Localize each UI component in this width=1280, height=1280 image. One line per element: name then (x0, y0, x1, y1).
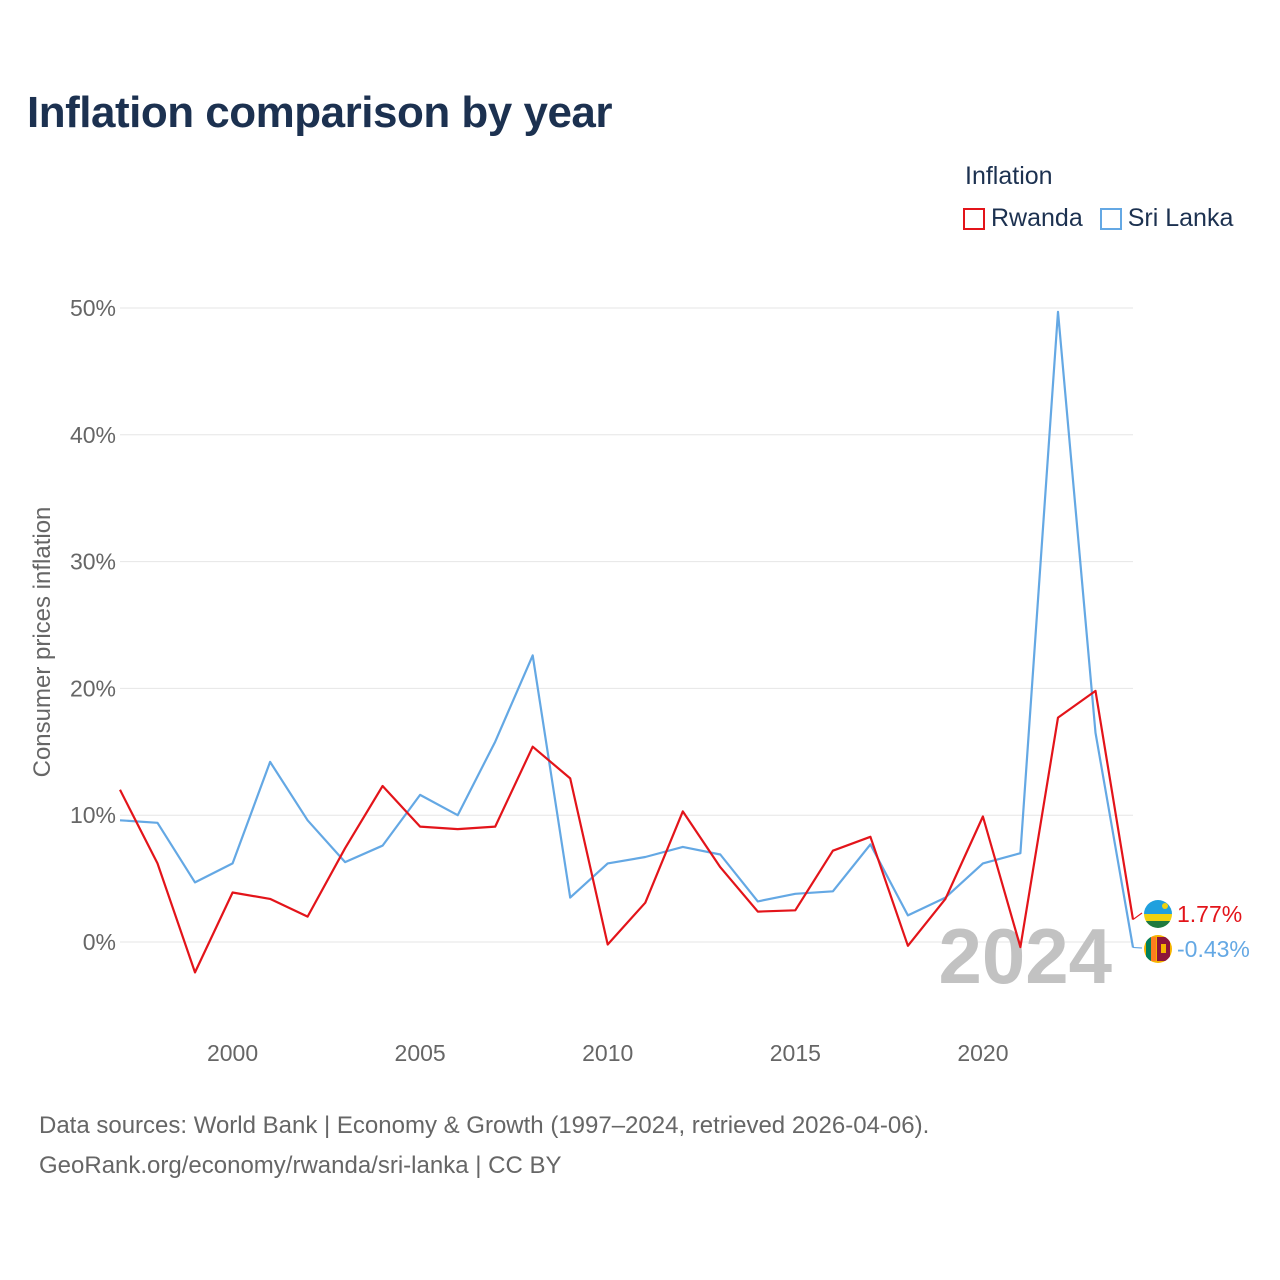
year-watermark: 2024 (938, 912, 1112, 1000)
y-tick-label: 50% (70, 295, 116, 321)
legend-label-sri-lanka: Sri Lanka (1127, 204, 1234, 232)
source-line: Data sources: World Bank | Economy & Gro… (39, 1112, 930, 1139)
y-axis: 0% 10% 20% 30% 40% 50% (70, 295, 116, 955)
legend-label-rwanda: Rwanda (991, 204, 1083, 232)
series-line-rwanda[interactable] (119, 689, 1135, 974)
legend-swatch-rwanda (963, 207, 985, 230)
end-value-label: -0.43% (1177, 936, 1250, 962)
series-line-sri-lanka[interactable] (119, 310, 1135, 948)
y-tick-label: 10% (70, 802, 116, 828)
legend-swatch-sri-lanka (1099, 207, 1122, 230)
end-label-connector (1132, 946, 1143, 949)
end-value-label: 1.77% (1177, 901, 1242, 927)
license-line: GeoRank.org/economy/rwanda/sri-lanka | C… (39, 1152, 562, 1179)
end-labels: -0.43% 1.77% (1132, 901, 1250, 962)
legend: Rwanda Sri Lanka (963, 204, 1250, 233)
legend-title: Inflation (965, 162, 1053, 190)
x-axis: 2000 2005 2010 2015 2020 (207, 1040, 1009, 1066)
grid-lines (120, 307, 1133, 943)
x-tick-label: 2020 (957, 1040, 1008, 1066)
sri-lanka-flag-icon (1144, 935, 1172, 963)
series (119, 310, 1135, 974)
y-tick-label: 0% (83, 929, 116, 955)
data-source-note: Data sources: World Bank | Economy & Gro… (39, 1106, 929, 1186)
x-tick-label: 2015 (770, 1040, 821, 1066)
x-tick-label: 2005 (395, 1040, 446, 1066)
y-tick-label: 40% (70, 422, 116, 448)
y-tick-label: 30% (70, 549, 116, 575)
legend-item-rwanda[interactable]: Rwanda (963, 204, 1083, 233)
y-axis-label: Consumer prices inflation (29, 507, 56, 778)
x-tick-label: 2000 (207, 1040, 258, 1066)
end-label-connector (1132, 912, 1143, 921)
chart-title: Inflation comparison by year (27, 88, 613, 137)
y-tick-label: 20% (70, 675, 116, 701)
rwanda-flag-icon (1144, 900, 1172, 928)
x-tick-label: 2010 (582, 1040, 633, 1066)
legend-item-sri-lanka[interactable]: Sri Lanka (1099, 204, 1234, 233)
